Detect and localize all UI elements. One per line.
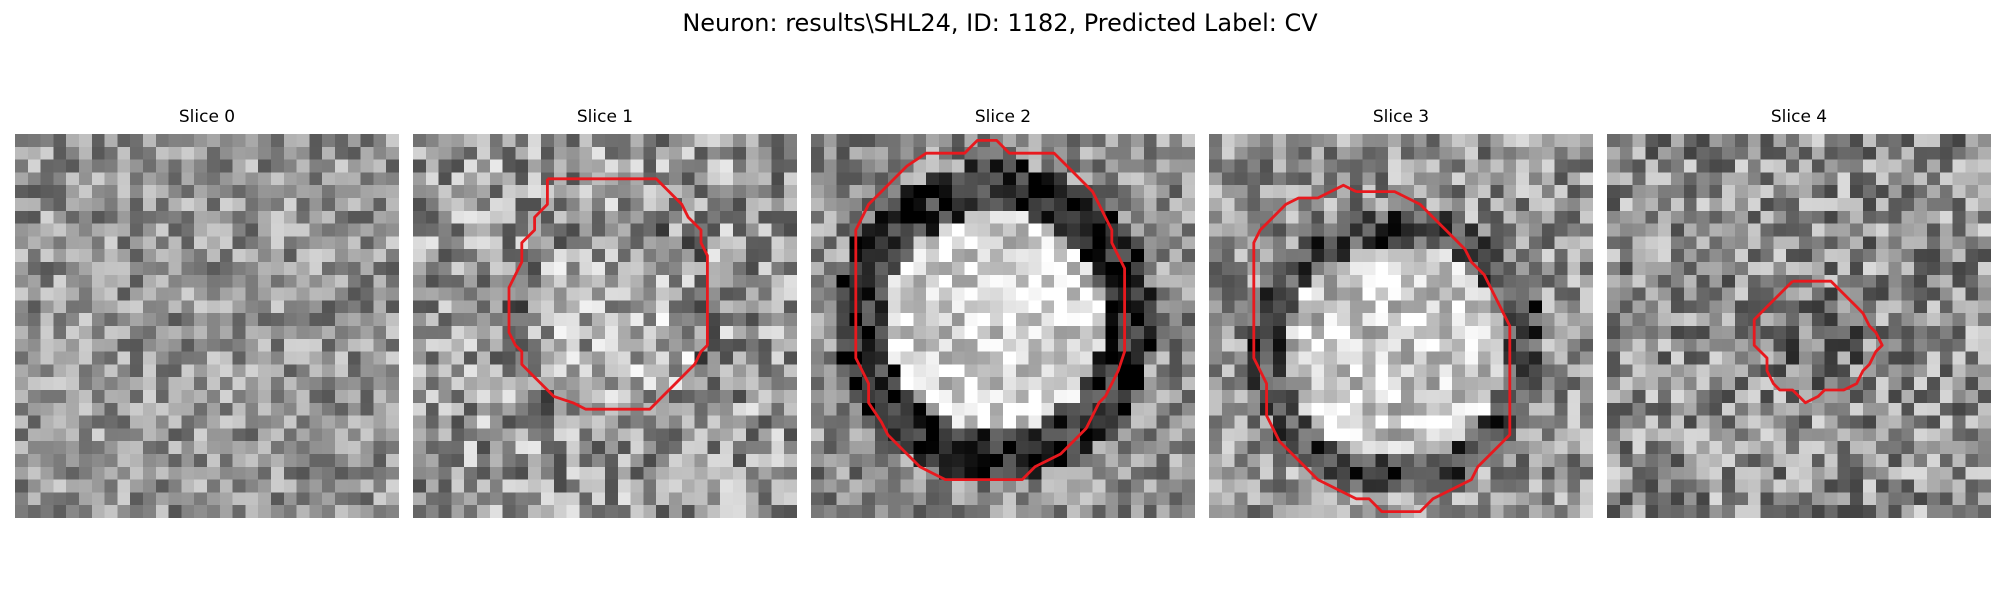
slice-image [15,134,399,518]
figure-title: Neuron: results\SHL24, ID: 1182, Predict… [682,9,1318,37]
pixel-grid [1607,134,1991,518]
slice-image [1607,134,1991,518]
panel-title: Slice 4 [1770,107,1828,127]
panel-title: Slice 0 [178,107,236,127]
segmentation-contour [1252,183,1512,514]
slice-image [811,134,1195,518]
slice-svg [1209,134,1593,518]
slice-svg [413,134,797,518]
slice-image [413,134,797,518]
pixel-grid [413,134,797,518]
segmentation-contour [507,177,709,411]
pixel-grid [811,134,1195,518]
pixel-grid [1209,134,1593,518]
slice-svg [1607,134,1991,518]
slice-image [1209,134,1593,518]
segmentation-contour [854,138,1127,482]
segmentation-contour [1752,279,1884,405]
panel-title: Slice 1 [576,107,634,127]
panel-title: Slice 2 [974,107,1032,127]
pixel-grid [15,134,399,518]
slice-svg [15,134,399,518]
panel-title: Slice 3 [1372,107,1430,127]
slice-svg [811,134,1195,518]
